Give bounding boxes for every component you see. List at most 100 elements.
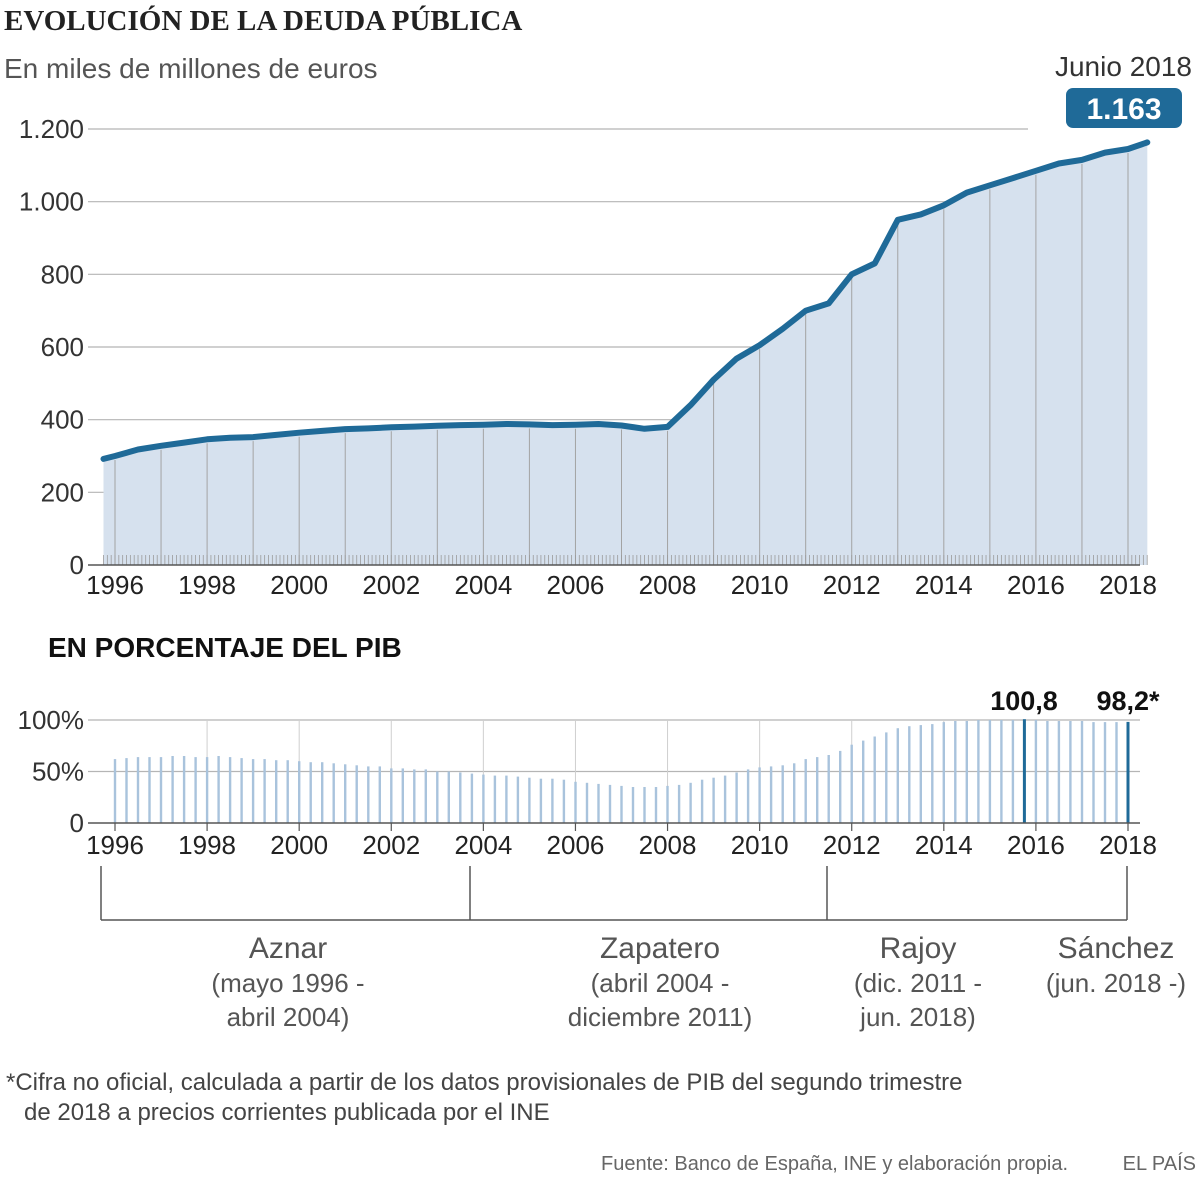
pib-bar xyxy=(919,725,922,823)
pib-bar xyxy=(862,740,865,823)
pib-grid xyxy=(88,719,1140,823)
pib-bar xyxy=(574,781,577,823)
pib-bar xyxy=(931,724,934,823)
footnote-line2: de 2018 a precios corrientes publicada p… xyxy=(24,1099,550,1126)
pib-x-tick-label: 2016 xyxy=(1007,830,1065,860)
pib-bar xyxy=(839,750,842,823)
debt-x-tick-label: 2014 xyxy=(915,570,973,600)
pib-bar xyxy=(1092,722,1095,823)
pib-bar xyxy=(1046,721,1049,823)
pib-x-tick-label: 1996 xyxy=(86,830,144,860)
debt-x-tick-label: 2006 xyxy=(547,570,605,600)
pib-bar xyxy=(378,766,381,823)
pib-x-axis: 1996 1998 2000 2002 2004 2006 2008 2010 2012 2014… xyxy=(86,830,1157,860)
debt-x-tick-label: 1996 xyxy=(86,570,144,600)
pib-value-2015: 100,8 xyxy=(990,686,1058,716)
pib-bar xyxy=(528,777,531,823)
pib-y-tick-label: 50% xyxy=(32,757,84,787)
pib-bar xyxy=(977,720,980,823)
period-sanchez-name: Sánchez xyxy=(1058,932,1175,965)
pib-bar xyxy=(148,757,151,823)
debt-line xyxy=(100,139,1151,462)
pib-bar xyxy=(965,721,968,823)
pib-bar xyxy=(885,732,888,823)
pib-bar xyxy=(896,728,899,823)
pib-bar xyxy=(516,776,520,823)
pib-bar xyxy=(286,760,289,823)
pib-bar xyxy=(1057,721,1061,823)
pib-bar xyxy=(1115,722,1118,823)
period-aznar-start: (mayo 1996 - xyxy=(211,968,364,998)
section2-title: EN PORCENTAJE DEL PIB xyxy=(48,632,402,663)
pib-x-tick-label: 2006 xyxy=(547,830,605,860)
pib-bar xyxy=(251,759,255,823)
debt-x-axis: 1996 1998 2000 2002 2004 2006 2008 2010 2012 2014… xyxy=(86,570,1157,600)
debt-x-tick-label: 2008 xyxy=(639,570,697,600)
pib-bar xyxy=(182,756,186,823)
pib-bar xyxy=(712,777,715,823)
pib-bar xyxy=(850,744,853,823)
pib-bar xyxy=(367,766,370,823)
pib-bar xyxy=(769,766,773,823)
period-rajoy-start: (dic. 2011 - xyxy=(854,968,982,998)
debt-x-tick-label: 1998 xyxy=(178,570,236,600)
period-aznar-end: abril 2004) xyxy=(227,1002,350,1032)
pib-bar xyxy=(816,757,819,823)
debt-area-fill xyxy=(103,142,1148,565)
period-zapatero-name: Zapatero xyxy=(600,932,720,965)
pib-bar xyxy=(620,785,623,823)
pib-bar xyxy=(873,736,876,823)
pib-bar xyxy=(159,757,163,823)
period-zapatero-start: (abril 2004 - xyxy=(591,968,730,998)
callout-badge xyxy=(1066,88,1182,128)
pib-bar xyxy=(321,762,324,823)
pib-bar xyxy=(482,774,485,823)
brand-logo: EL PAÍS xyxy=(1123,1152,1196,1175)
debt-x-tick-label: 2016 xyxy=(1007,570,1065,600)
debt-y-tick-label: 1.200 xyxy=(19,114,84,144)
pib-bar xyxy=(424,769,427,823)
pib-y-tick-label: 100% xyxy=(18,705,85,735)
period-aznar-name: Aznar xyxy=(249,932,327,965)
pib-bar xyxy=(505,775,508,823)
pib-x-tick-label: 2000 xyxy=(270,830,328,860)
chart-subtitle: En miles de millones de euros xyxy=(4,53,378,84)
period-rajoy-name: Rajoy xyxy=(880,932,957,965)
pib-bar xyxy=(125,758,128,823)
period-brackets xyxy=(100,866,1128,921)
pib-bar xyxy=(1000,720,1003,823)
pib-bar xyxy=(136,757,140,823)
pib-value-2018: 98,2* xyxy=(1096,686,1160,716)
pib-bar xyxy=(781,765,784,823)
pib-bar xyxy=(401,768,404,823)
pib-bar xyxy=(344,764,347,823)
pib-bar xyxy=(827,755,830,823)
debt-area xyxy=(88,139,1151,566)
pib-bar xyxy=(723,775,727,823)
pib-bar xyxy=(654,787,658,823)
debt-y-tick-label: 200 xyxy=(41,477,84,507)
pib-bar xyxy=(459,772,462,823)
debt-x-tick-label: 2012 xyxy=(823,570,881,600)
period-sanchez-start: (jun. 2018 -) xyxy=(1046,968,1186,998)
pib-bar xyxy=(298,761,301,823)
pib-bar-highlight xyxy=(1022,719,1026,823)
debt-x-tick-label: 2010 xyxy=(731,570,789,600)
pib-x-tick-label: 1998 xyxy=(178,830,236,860)
chart-title: EVOLUCIÓN DE LA DEUDA PÚBLICA xyxy=(4,4,522,37)
pib-bar-highlight xyxy=(1126,721,1130,823)
pib-bar xyxy=(631,787,635,823)
footnote-line1: *Cifra no oficial, calculada a partir de… xyxy=(6,1069,963,1096)
period-zapatero-end: diciembre 2011) xyxy=(568,1002,753,1032)
pib-bar xyxy=(493,775,497,823)
pib-bar xyxy=(793,763,796,823)
debt-y-tick-label: 600 xyxy=(41,332,84,362)
pib-bar xyxy=(735,772,738,823)
pib-bar xyxy=(436,771,439,823)
source-text: Fuente: Banco de España, INE y elaboraci… xyxy=(601,1153,1068,1175)
debt-y-tick-label: 800 xyxy=(41,259,84,289)
debt-y-tick-label: 400 xyxy=(41,405,84,435)
pib-bar xyxy=(551,778,554,823)
pib-bar xyxy=(608,784,612,823)
